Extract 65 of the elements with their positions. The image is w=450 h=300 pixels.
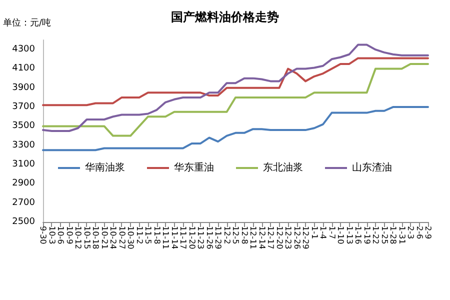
x-tick-label: 1-22 (371, 226, 380, 244)
line-series (42, 106, 429, 152)
x-tick-label: 11-14 (170, 226, 179, 250)
x-tick-label: 1-4 (318, 226, 328, 240)
y-tick-label: 2900 (12, 178, 36, 189)
y-tick-label: 4100 (12, 64, 36, 74)
x-tick-label: 12-5 (231, 226, 240, 244)
x-tick-label: 1-7 (327, 226, 336, 240)
x-tick-label: 1-13 (344, 226, 354, 244)
x-tick-label: 12-29 (301, 226, 310, 250)
line-series (42, 57, 429, 106)
line-series (42, 44, 429, 132)
x-tick-label: 11-5 (144, 226, 152, 244)
x-tick-label: 10-12 (74, 226, 82, 250)
x-tick-label: 10-6 (56, 226, 65, 244)
x-tick-label: 9-30 (38, 226, 48, 244)
x-tick-label: 2-6 (414, 226, 424, 240)
y-tick-label: 4300 (12, 44, 36, 55)
line-series (42, 62, 429, 137)
x-tick-label: 2-9 (424, 226, 432, 240)
x-tick-label: 1-28 (388, 226, 398, 244)
x-tick-label: 12-8 (240, 226, 249, 244)
x-tick-label: 1-19 (362, 226, 372, 244)
legend-label: 华南油浆 (85, 162, 125, 174)
chart-title: 国产燃料油价格走势 (171, 10, 279, 24)
y-axis-title: 单位：元/吨 (3, 18, 52, 28)
x-tick-label: 10-21 (100, 226, 109, 250)
x-tick-label: 11-17 (178, 226, 188, 250)
x-tick-label: 12-11 (248, 226, 258, 250)
x-tick-label: 11-29 (214, 226, 222, 250)
x-tick-label: 1-25 (380, 226, 389, 244)
x-tick-label: 1-16 (354, 226, 362, 244)
legend-label: 华东重油 (174, 162, 214, 174)
x-tick-label: 12-2 (222, 226, 232, 244)
x-tick-label: 1-10 (336, 226, 345, 244)
x-tick-label: 10-3 (47, 226, 56, 244)
x-tick-label: 10-30 (126, 226, 135, 250)
y-tick-label: 3500 (12, 121, 36, 132)
x-tick-label: 11-8 (152, 226, 162, 244)
x-tick-label: 10-27 (117, 226, 126, 250)
x-tick-label: 1-1 (310, 226, 319, 240)
y-tick-label: 2500 (12, 217, 36, 227)
x-tick-label: 11-11 (161, 226, 170, 250)
x-tick-label: 12-26 (292, 226, 302, 250)
y-tick-label: 3900 (12, 82, 36, 93)
x-tick-label: 10-15 (82, 226, 92, 250)
y-tick-label: 3700 (12, 102, 36, 112)
x-tick-label: 11-23 (196, 226, 205, 250)
x-tick-label: 12-14 (257, 226, 266, 250)
x-tick-label: 12-23 (284, 226, 292, 250)
y-tick-label: 3300 (12, 140, 36, 150)
y-tick-label: 2700 (12, 198, 36, 208)
x-tick-label: 1-31 (397, 226, 406, 244)
legend-label: 山东渣油 (352, 162, 392, 174)
x-tick-label: 11-2 (134, 226, 144, 244)
x-tick-label: 11-20 (187, 226, 196, 250)
x-tick-label: 12-20 (274, 226, 284, 250)
x-tick-label: 10-18 (91, 226, 100, 250)
legend-label: 东北油浆 (263, 162, 303, 174)
x-tick-label: 12-17 (266, 226, 275, 250)
x-tick-label: 10-9 (64, 226, 74, 244)
x-tick-label: 10-24 (108, 226, 118, 250)
x-tick-label: 11-26 (204, 226, 214, 250)
x-tick-label: 2-3 (406, 226, 415, 240)
y-tick-label: 3100 (12, 160, 36, 170)
